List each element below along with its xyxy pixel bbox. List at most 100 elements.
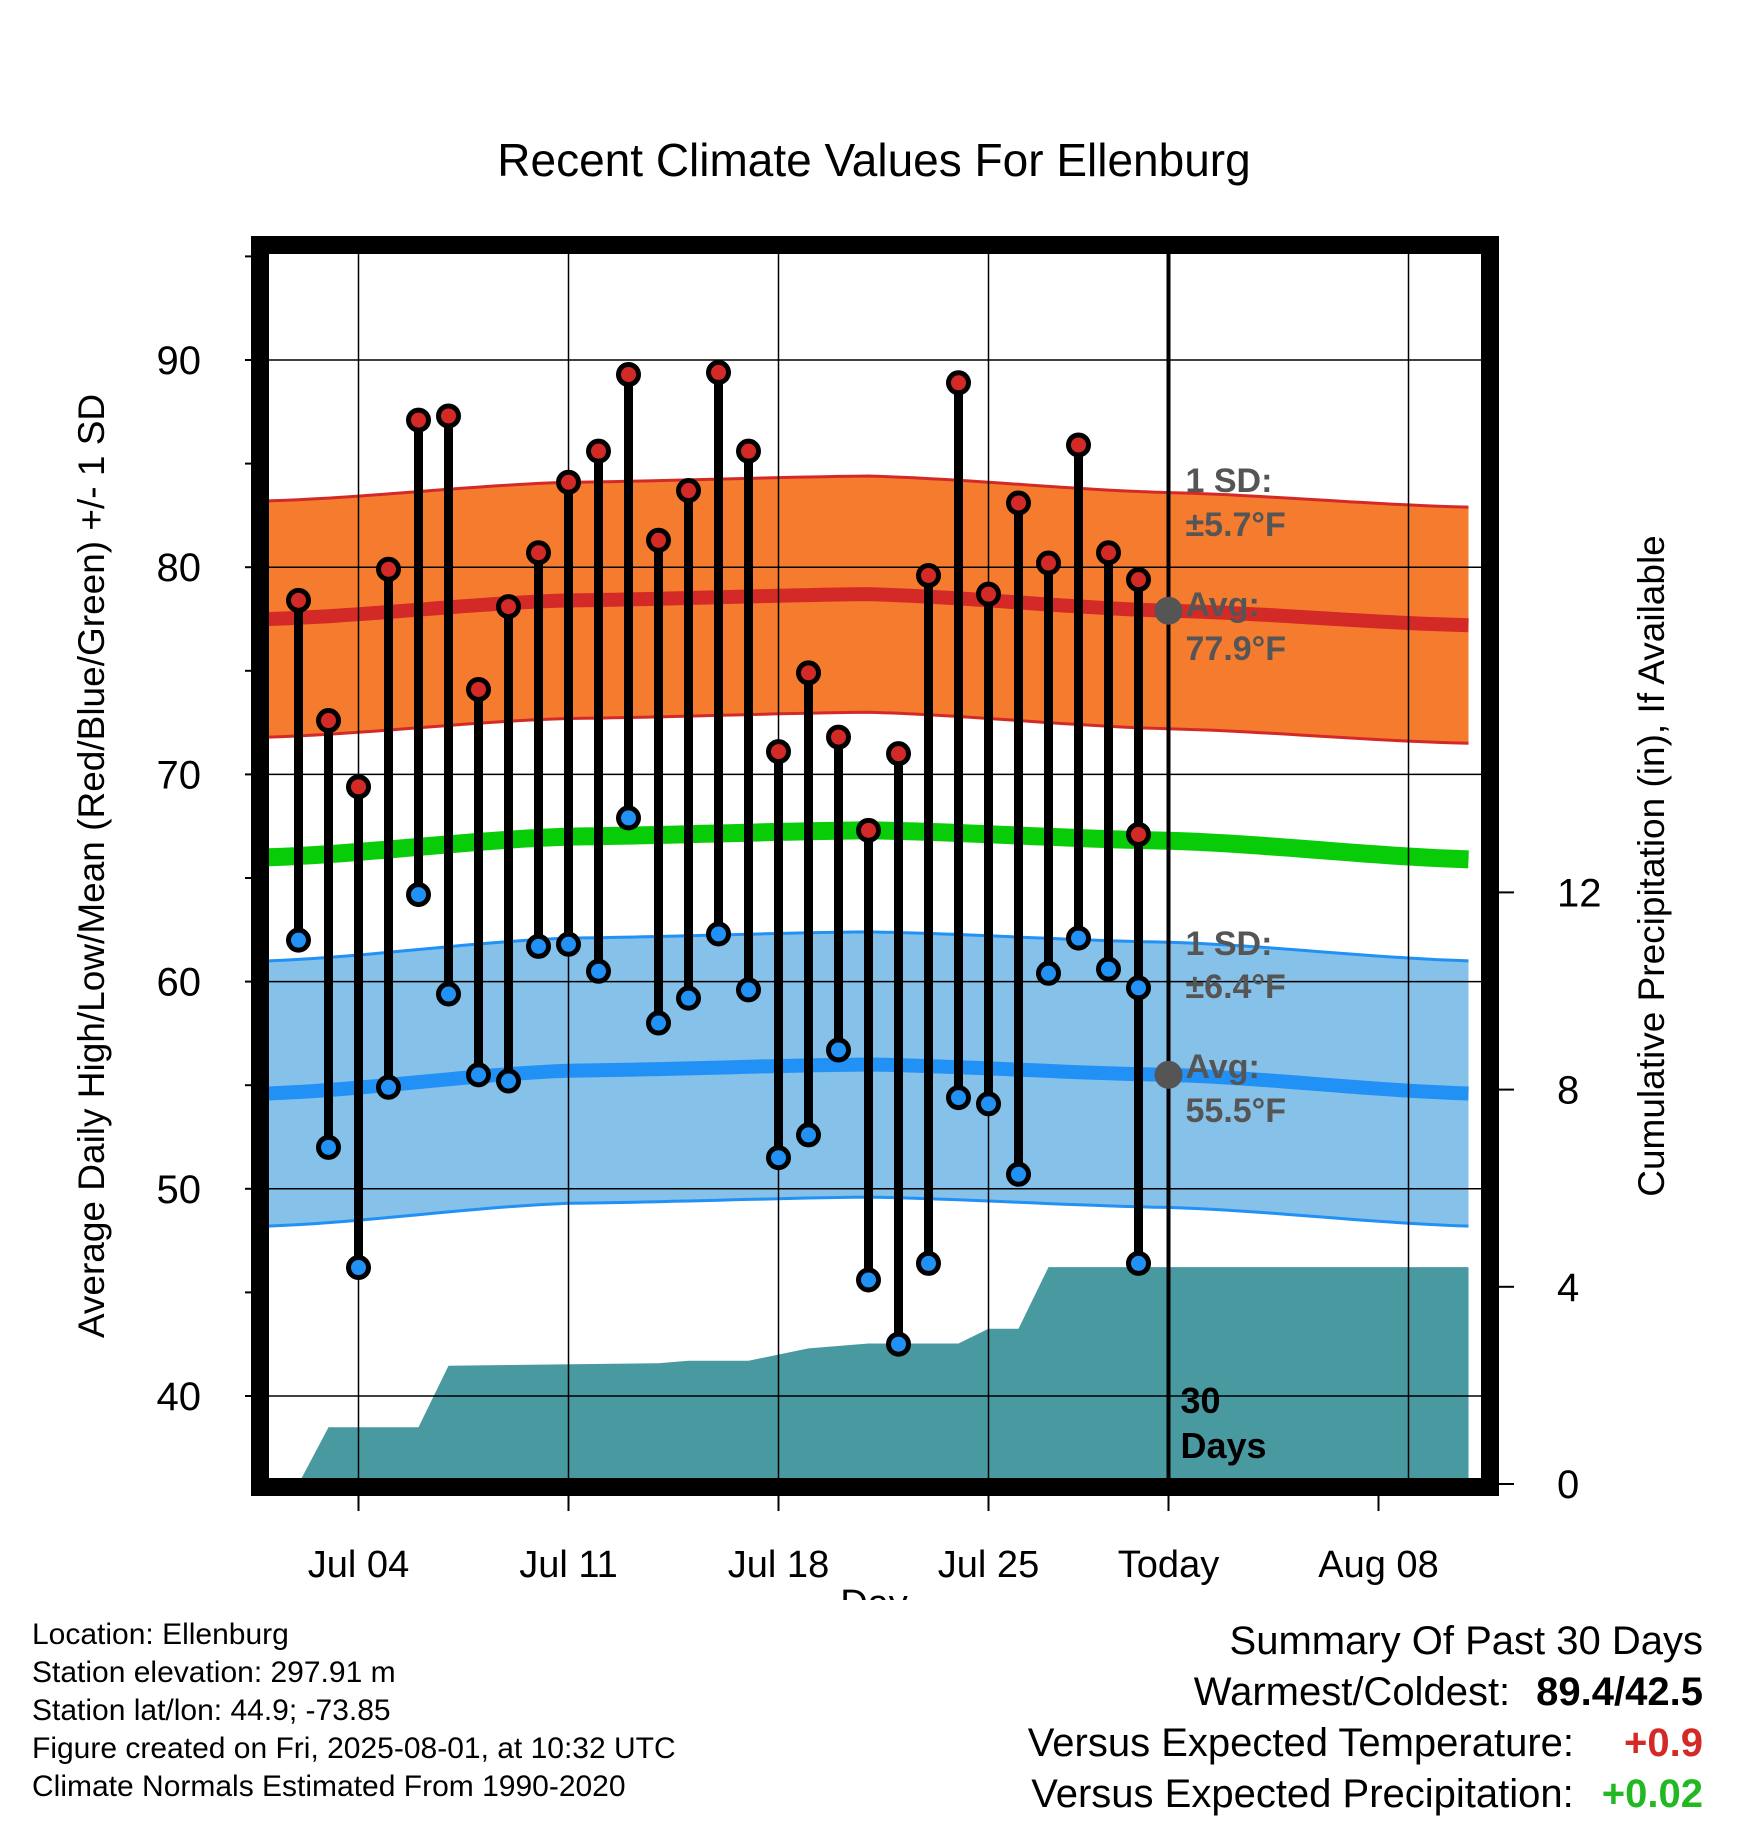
precip-anomaly-label: Versus Expected Precipitation:	[1031, 1772, 1574, 1816]
x-tick-label: Jul 11	[519, 1544, 618, 1586]
x-tick-label: Aug 08	[1318, 1544, 1438, 1586]
temp-anomaly-label: Versus Expected Temperature:	[1027, 1721, 1575, 1765]
daily-high-point	[376, 556, 401, 582]
daily-high-point	[556, 469, 581, 495]
plot-frame	[251, 236, 1499, 1496]
daily-high-point	[826, 724, 851, 750]
summary-precipitation: Versus Expected Precipitation: +0.02	[1028, 1769, 1703, 1820]
daily-high-point	[1096, 540, 1121, 566]
warm-cold-value: 89.4/42.5	[1536, 1670, 1703, 1714]
daily-high-point	[916, 562, 941, 588]
high-sd-value: ±5.7°F	[1186, 506, 1286, 544]
x-tick-label: Jul 18	[728, 1544, 829, 1586]
y-right-tick-label: 0	[1557, 1463, 1579, 1507]
y-right-axis-label: Cumulative Precipitation (in), If Availa…	[1631, 535, 1672, 1197]
daily-low-point	[286, 927, 311, 953]
daily-high-point	[736, 438, 761, 464]
daily-low-point	[1006, 1161, 1031, 1187]
daily-low-point	[916, 1250, 941, 1276]
elevation-text: Station elevation: 297.91 m	[32, 1656, 396, 1689]
daily-low-point	[796, 1122, 821, 1148]
normal-high-line	[268, 587, 1469, 633]
low-sd-label: 1 SD:	[1186, 925, 1273, 963]
location-text: Location: Ellenburg	[32, 1618, 289, 1651]
x-axis-label: Day	[840, 1583, 908, 1600]
daily-high-point	[1036, 550, 1061, 576]
daily-low-point	[826, 1037, 851, 1063]
daily-low-point	[736, 977, 761, 1003]
daily-low-point	[376, 1074, 401, 1100]
daily-high-point	[946, 370, 971, 396]
daily-high-point	[436, 403, 461, 429]
daily-low-point	[1036, 960, 1061, 986]
daily-high-point	[1126, 567, 1151, 593]
station-info: Location: Ellenburg Station elevation: 2…	[32, 1616, 676, 1806]
daily-low-point	[766, 1145, 791, 1171]
daily-low-point	[556, 931, 581, 957]
daily-high-point	[1126, 821, 1151, 847]
y-left-tick-label: 70	[157, 753, 202, 797]
daily-high-point	[616, 362, 641, 388]
precip-anomaly-value: +0.02	[1601, 1772, 1703, 1816]
daily-low-point	[616, 805, 641, 831]
today-high-avg-marker	[1154, 596, 1183, 625]
warm-cold-label: Warmest/Coldest:	[1193, 1670, 1511, 1714]
daily-low-point	[316, 1134, 341, 1160]
daily-low-point	[466, 1062, 491, 1088]
daily-high-point	[1006, 490, 1031, 516]
daily-low-point	[586, 958, 611, 984]
daily-high-point	[346, 774, 371, 800]
daily-low-point	[676, 985, 701, 1011]
summary-temperature: Versus Expected Temperature: +0.9	[1028, 1718, 1703, 1769]
daily-low-point	[886, 1331, 911, 1357]
daily-high-point	[496, 594, 521, 620]
high-band-bottom-line	[268, 710, 1469, 745]
y-right-tick-label: 8	[1557, 1069, 1579, 1113]
daily-low-point	[1126, 975, 1151, 1001]
daily-low-point	[436, 981, 461, 1007]
normals-text: Climate Normals Estimated From 1990-2020	[32, 1770, 626, 1803]
high-avg-label: Avg:	[1186, 586, 1260, 624]
daily-low-point	[706, 921, 731, 947]
y-left-tick-label: 40	[157, 1375, 202, 1419]
plot-area	[260, 245, 1490, 1487]
daily-low-point	[976, 1091, 1001, 1117]
daily-high-point	[976, 581, 1001, 607]
y-left-axis-label: Average Daily High/Low/Mean (Red/Blue/Gr…	[71, 394, 112, 1338]
summary-warm-cold: Warmest/Coldest: 89.4/42.5	[1028, 1667, 1703, 1718]
y-left-tick-label: 90	[157, 339, 202, 383]
daily-high-point	[526, 540, 551, 566]
y-left-tick-label: 50	[157, 1168, 202, 1212]
y-right-tick-label: 12	[1557, 871, 1602, 915]
daily-high-point	[706, 359, 731, 385]
daily-low-point	[526, 933, 551, 959]
x-tick-label: Today	[1118, 1544, 1219, 1586]
daily-low-point	[946, 1085, 971, 1111]
y-left-tick-label: 60	[157, 961, 202, 1005]
y-right-tick-label: 4	[1557, 1266, 1579, 1310]
daily-low-point	[646, 1010, 671, 1036]
daily-low-point	[856, 1267, 881, 1293]
daily-high-point	[406, 407, 431, 433]
high-band-top-line	[268, 474, 1469, 509]
daily-high-point	[766, 739, 791, 765]
x-tick-label: Jul 25	[938, 1544, 1039, 1586]
daily-low-point	[496, 1068, 521, 1094]
daily-high-point	[856, 817, 881, 843]
daily-high-point	[316, 708, 341, 734]
plot-layer: 1 SD: ±5.7°F Avg: 77.9°F 1 SD: ±6.4°F Avg: 55.5…	[157, 236, 1602, 1586]
daily-low-point	[1066, 925, 1091, 951]
daily-high-point	[646, 527, 671, 553]
temp-anomaly-value: +0.9	[1624, 1721, 1703, 1765]
daily-high-point	[676, 478, 701, 504]
daily-low-point	[346, 1255, 371, 1281]
y-left-tick-label: 80	[157, 546, 202, 590]
window-days-label: Days	[1181, 1425, 1267, 1466]
daily-high-point	[886, 741, 911, 767]
daily-low-point	[406, 882, 431, 908]
high-avg-value: 77.9°F	[1186, 630, 1287, 668]
daily-high-point	[796, 660, 821, 686]
today-low-avg-marker	[1154, 1060, 1183, 1089]
daily-high-point	[1066, 432, 1091, 458]
precip-area	[298, 1267, 1469, 1487]
